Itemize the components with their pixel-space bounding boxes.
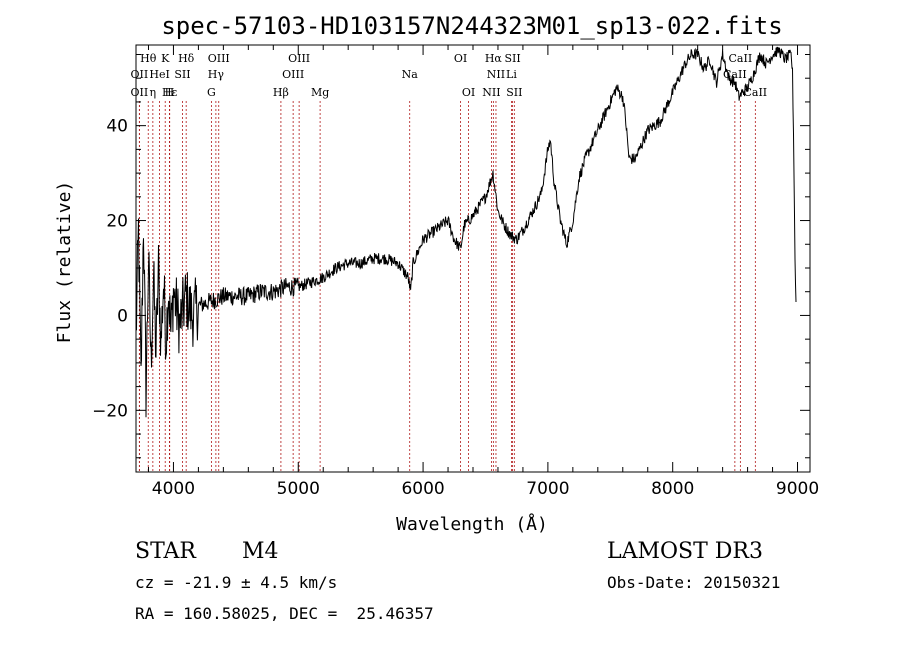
- marker-label-5: OI: [454, 52, 467, 65]
- marker-label-23: Hβ: [273, 86, 289, 99]
- marker-label-8: CaII: [729, 52, 753, 65]
- x-tick-label-6000: 6000: [401, 479, 444, 499]
- marker-label-7: SII: [504, 52, 520, 65]
- y-tick-label--20: −20: [92, 401, 128, 421]
- marker-label-21: H: [165, 86, 175, 99]
- coordinates: RA = 160.58025, DEC = 25.46357: [135, 604, 434, 623]
- marker-label-14: Na: [402, 68, 419, 81]
- marker-label-9: OII: [131, 68, 149, 81]
- x-tick-label-8000: 8000: [651, 479, 694, 499]
- marker-label-1: K: [161, 52, 170, 65]
- obs-date: Obs-Date: 20150321: [607, 573, 781, 592]
- y-tick-label-0: 0: [117, 306, 128, 326]
- marker-label-6: Hα: [485, 52, 503, 65]
- marker-label-4: OIII: [288, 52, 310, 65]
- marker-label-3: OIII: [208, 52, 230, 65]
- marker-label-24: Mg: [311, 86, 329, 99]
- y-tick-label-40: 40: [106, 117, 128, 137]
- x-axis-label: Wavelength (Å): [396, 513, 548, 535]
- marker-label-18: OII: [131, 86, 149, 99]
- object-type: STAR: [135, 539, 196, 564]
- y-axis-label: Flux (relative): [54, 181, 75, 344]
- flux-series-line: [135, 46, 797, 418]
- marker-label-19: Hε: [162, 86, 178, 99]
- redshift-text: cz = -21.9 ± 4.5 km/s: [135, 573, 338, 592]
- x-tick-label-5000: 5000: [277, 479, 320, 499]
- marker-label-20: η: [150, 86, 157, 99]
- survey-name: LAMOST DR3: [607, 539, 763, 564]
- marker-label-0: Hθ: [140, 52, 157, 65]
- marker-label-28: CaII: [743, 86, 767, 99]
- marker-label-2: Hδ: [178, 52, 195, 65]
- axes: 4000 5000 6000 7000 8000 9000 −20 0 20 40: [92, 44, 819, 499]
- marker-label-13: OIII: [282, 68, 304, 81]
- x-tick-label-7000: 7000: [526, 479, 569, 499]
- object-subclass: M4: [242, 539, 279, 564]
- marker-label-27: SII: [506, 86, 522, 99]
- plot-frame: [135, 44, 811, 473]
- marker-label-25: OI: [462, 86, 475, 99]
- marker-label-15: NII: [487, 68, 505, 81]
- marker-label-22: G: [207, 86, 216, 99]
- marker-label-16: Li: [506, 68, 517, 81]
- marker-label-26: NII: [482, 86, 500, 99]
- marker-label-12: Hγ: [208, 68, 225, 81]
- x-tick-label-9000: 9000: [776, 479, 819, 499]
- x-tick-label-4000: 4000: [152, 479, 195, 499]
- y-tick-label-20: 20: [106, 212, 128, 232]
- chart-title: spec-57103-HD103157N244323M01_sp13-022.f…: [161, 12, 782, 40]
- marker-label-10: HeI: [149, 68, 169, 81]
- marker-label-11: SII: [174, 68, 190, 81]
